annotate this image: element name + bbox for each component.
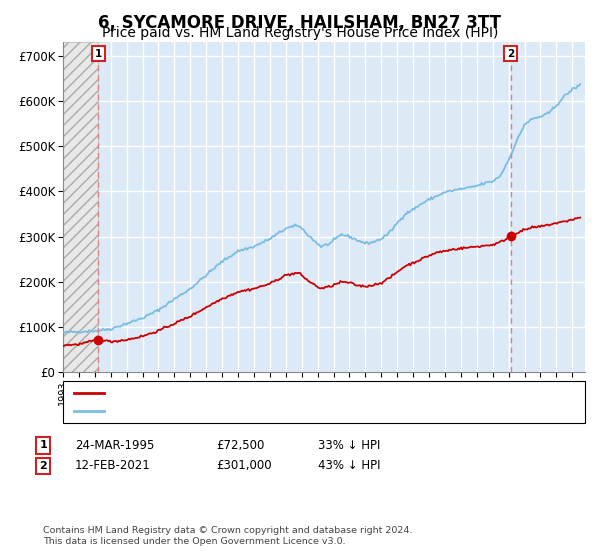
Bar — [63, 42, 98, 372]
Text: 33% ↓ HPI: 33% ↓ HPI — [318, 438, 380, 452]
Text: 2: 2 — [40, 461, 47, 471]
Text: £301,000: £301,000 — [216, 459, 272, 473]
Text: 43% ↓ HPI: 43% ↓ HPI — [318, 459, 380, 473]
Text: 2: 2 — [507, 49, 514, 59]
Text: Contains HM Land Registry data © Crown copyright and database right 2024.: Contains HM Land Registry data © Crown c… — [43, 526, 413, 535]
Text: 12-FEB-2021: 12-FEB-2021 — [75, 459, 151, 473]
Text: Price paid vs. HM Land Registry's House Price Index (HPI): Price paid vs. HM Land Registry's House … — [102, 26, 498, 40]
Text: 1: 1 — [95, 49, 102, 59]
Text: 6, SYCAMORE DRIVE, HAILSHAM, BN27 3TT (detached house): 6, SYCAMORE DRIVE, HAILSHAM, BN27 3TT (d… — [110, 388, 451, 398]
Text: 1: 1 — [40, 440, 47, 450]
Text: 6, SYCAMORE DRIVE, HAILSHAM, BN27 3TT: 6, SYCAMORE DRIVE, HAILSHAM, BN27 3TT — [98, 14, 502, 32]
Text: This data is licensed under the Open Government Licence v3.0.: This data is licensed under the Open Gov… — [43, 538, 346, 547]
Text: 24-MAR-1995: 24-MAR-1995 — [75, 438, 154, 452]
Text: HPI: Average price, detached house, Wealden: HPI: Average price, detached house, Weal… — [110, 406, 365, 416]
Text: £72,500: £72,500 — [216, 438, 265, 452]
